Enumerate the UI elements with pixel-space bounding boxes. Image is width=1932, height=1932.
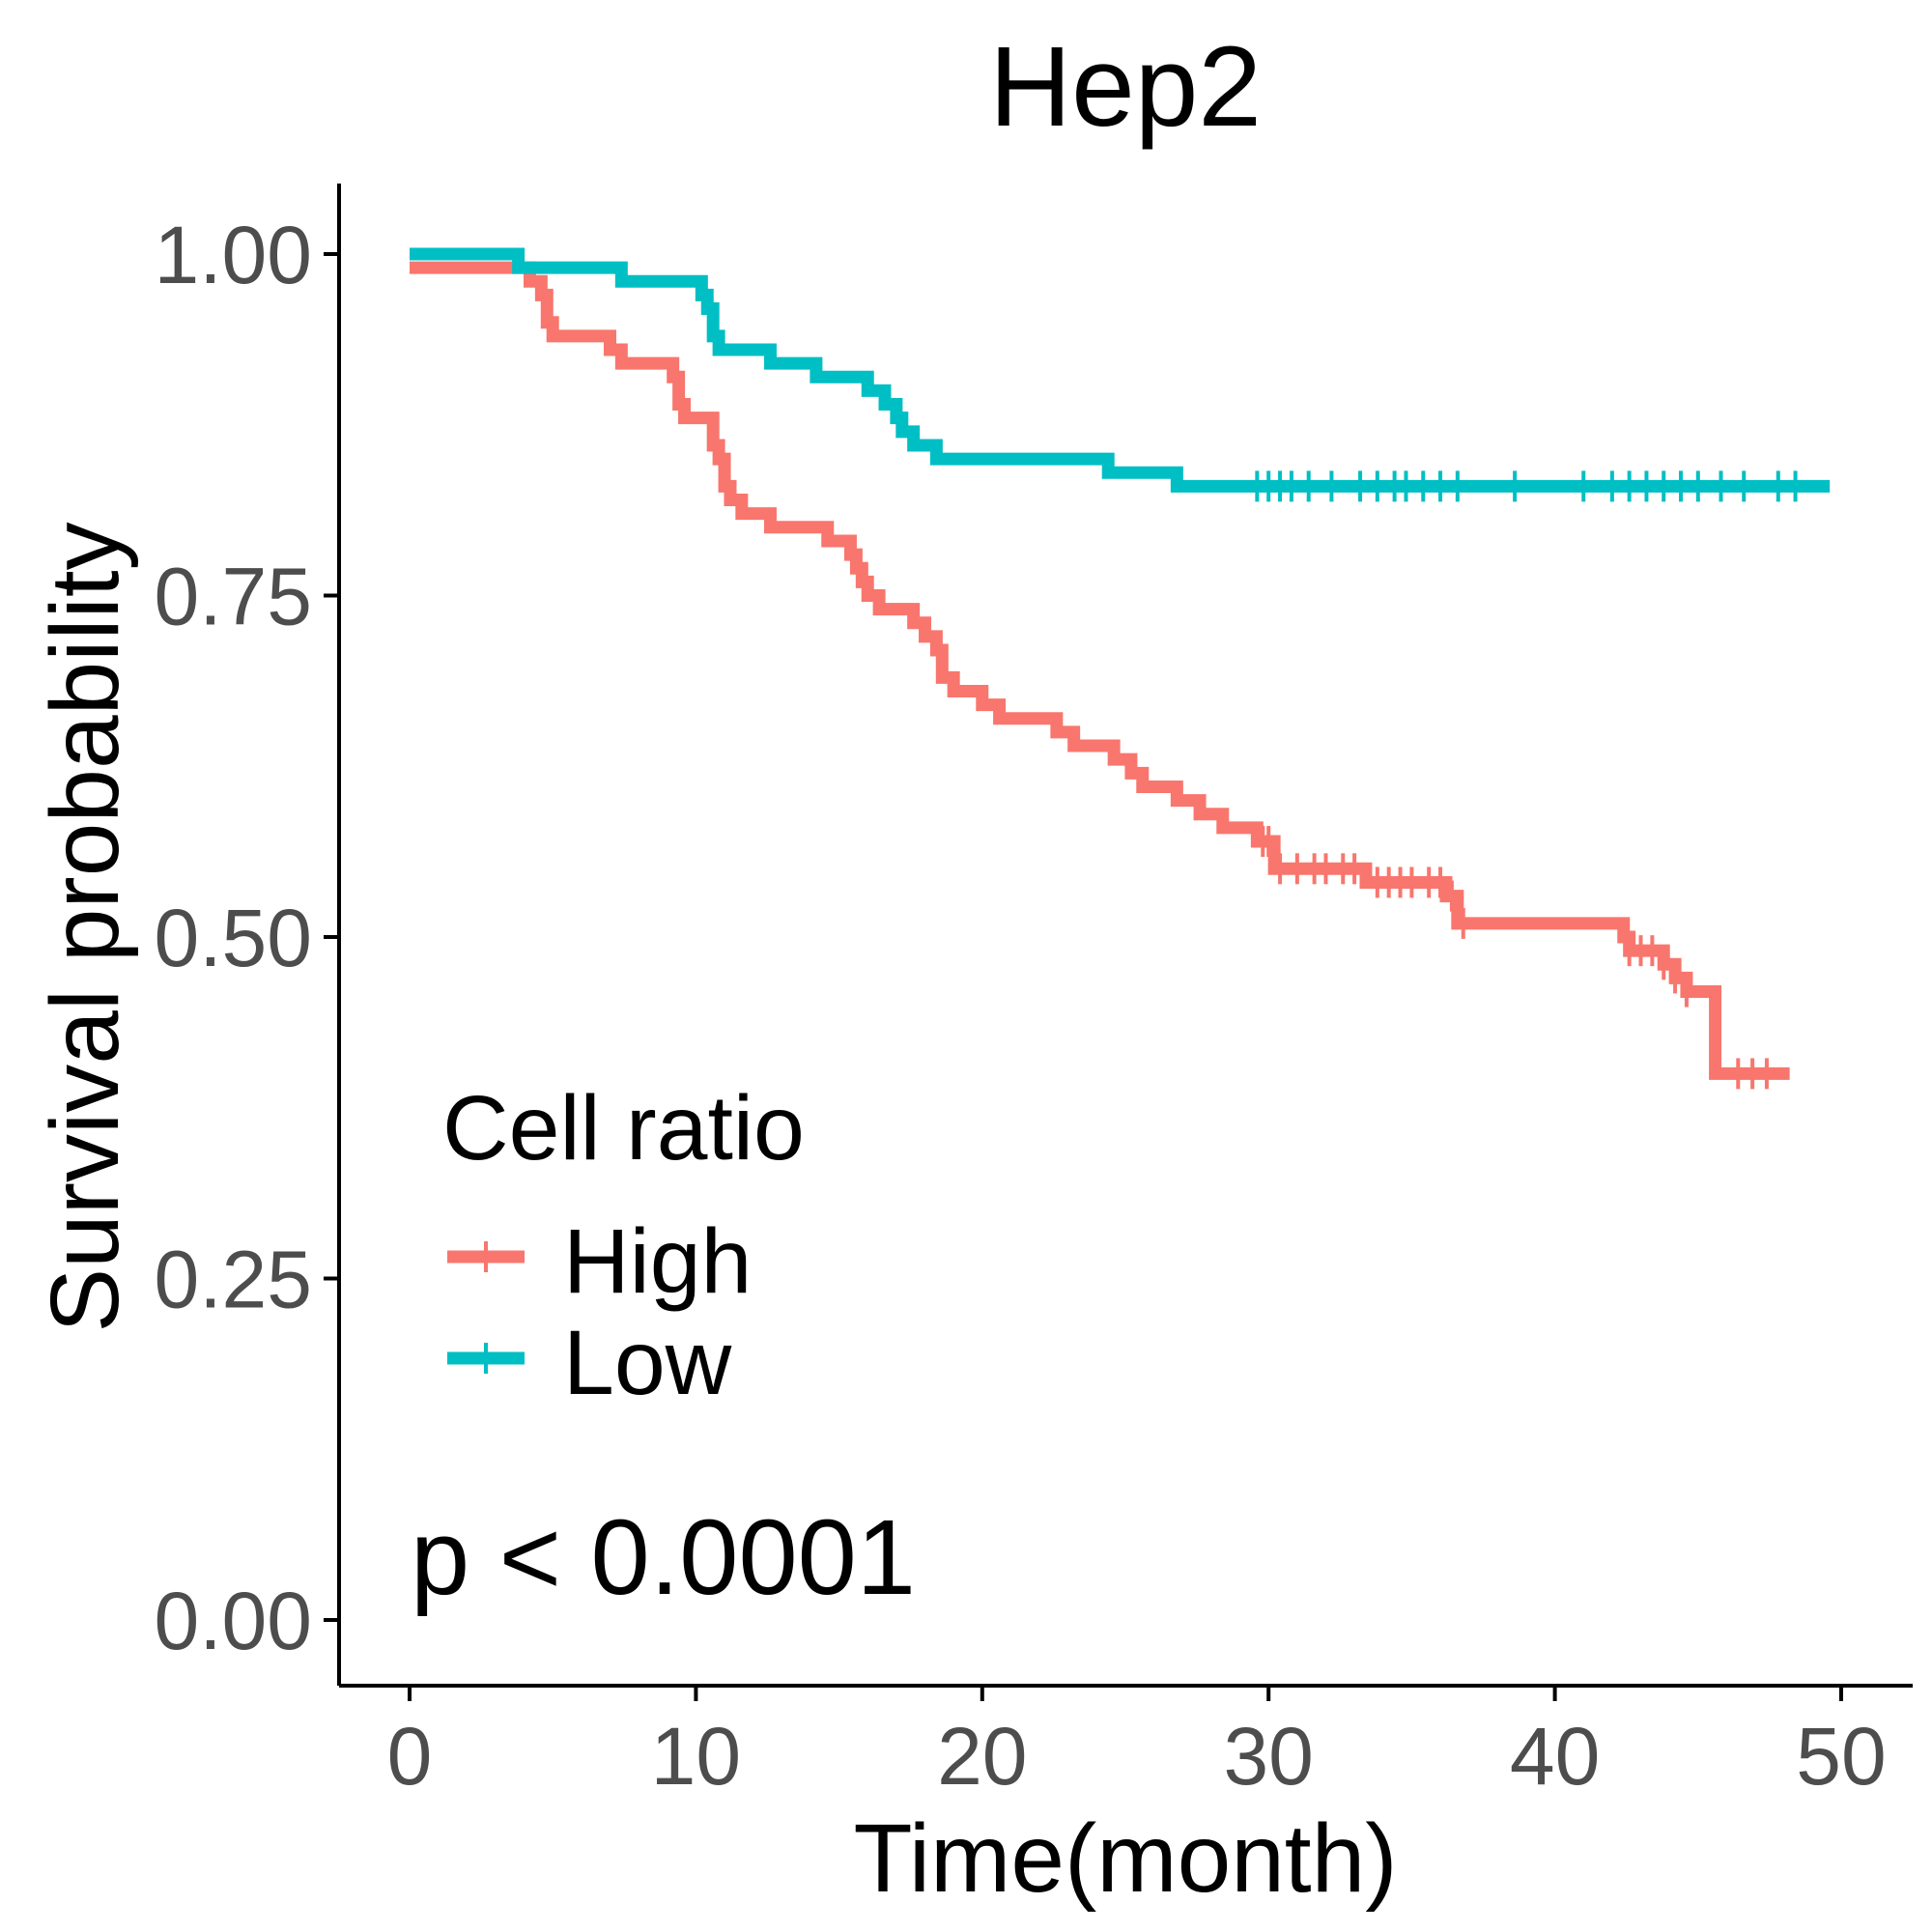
y-tick-label: 1.00 [155,210,313,300]
p-value-annotation: p < 0.0001 [411,1498,916,1617]
axes: 0.00 0.25 0.50 0.75 1.00 0 10 20 30 40 50 [155,184,1913,1802]
x-tick-label: 50 [1796,1711,1886,1802]
y-tick-label: 0.00 [155,1576,313,1666]
x-tick-label: 40 [1510,1711,1600,1802]
y-axis-label: Survival probability [31,522,139,1332]
plot-area [410,247,1831,1090]
x-tick-label: 0 [387,1711,433,1802]
x-axis-label: Time(month) [853,1804,1397,1913]
y-tick-label: 0.25 [155,1235,313,1325]
survival-curve-low [410,247,1831,493]
x-tick-label: 10 [651,1711,741,1802]
chart-title: Hep2 [989,23,1262,151]
legend-title: Cell ratio [442,1077,805,1179]
y-tick-label: 0.75 [155,552,313,642]
x-tick-label: 30 [1223,1711,1313,1802]
legend-label-high: High [563,1210,752,1313]
legend-label-low: Low [563,1312,732,1414]
survival-curve-high [410,261,1790,1080]
y-tick-label: 0.50 [155,893,313,983]
x-tick-label: 20 [937,1711,1027,1802]
